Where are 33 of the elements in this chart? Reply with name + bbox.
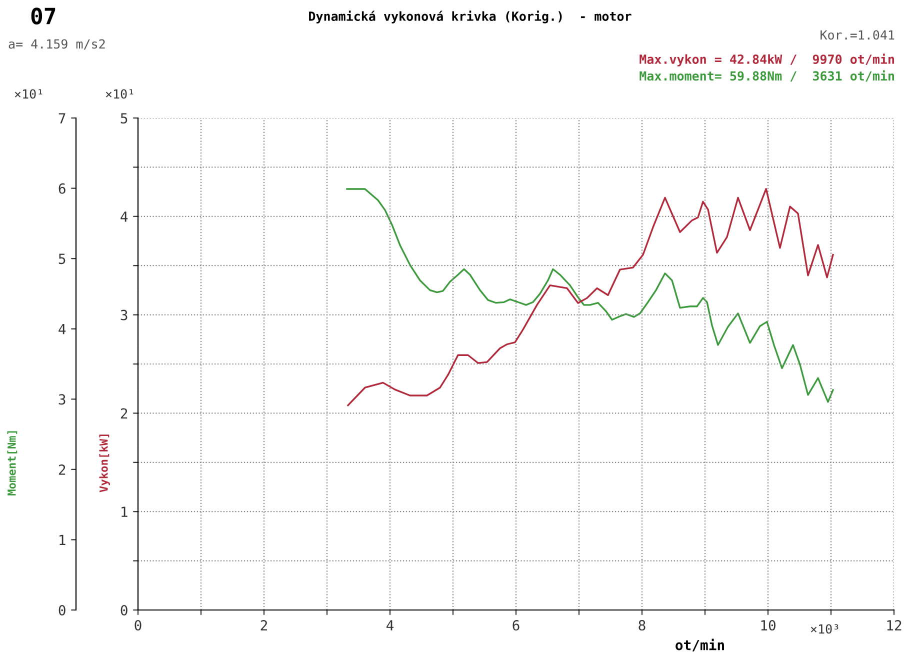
- text: ×10³: [810, 624, 838, 634]
- y2-tick-label: 4: [58, 324, 66, 334]
- y2-tick-label: 0: [58, 605, 66, 616]
- y2-tick-label: 1: [60, 534, 66, 546]
- y2-tick-label: 5: [58, 254, 66, 264]
- y-tick-label: 3: [120, 310, 128, 320]
- x-tick-label: 0: [134, 620, 142, 631]
- y-tick-label: 0: [120, 605, 128, 616]
- y2-tick-label: 2: [58, 464, 66, 475]
- text: 07: [31, 8, 56, 24]
- x-tick-label: 2: [260, 620, 267, 630]
- y-tick-label: 1: [122, 506, 128, 517]
- chart-title: Dynamická vykonová krivka (Korig.) - motor: [309, 10, 632, 24]
- y-tick-label: 5: [120, 113, 128, 124]
- y2-axis-title: Moment[Nm]: [7, 431, 18, 496]
- text: a= 4.159 m/s2: [8, 39, 105, 50]
- y-tick-label: 4: [120, 212, 128, 222]
- x-tick-label: 4: [386, 620, 394, 630]
- x-axis-title: ot/min: [676, 638, 724, 652]
- y2-tick-label: 3: [58, 394, 66, 405]
- x-tick-label: 10: [761, 620, 776, 631]
- text: Max.moment= 59.88Nm / 3631 ot/min: [640, 70, 894, 82]
- y-axis-title: Vykon[kW]: [99, 434, 110, 492]
- x-tick-label: 8: [638, 620, 646, 631]
- text: Kor.=1.041: [820, 30, 894, 40]
- y-tick-label: 2: [120, 408, 128, 419]
- text: Max.vykon = 42.84kW / 9970 ot/min: [640, 54, 894, 66]
- text: ×10¹: [14, 89, 42, 99]
- x-tick-label: 6: [512, 620, 520, 631]
- x-tick-label: 12: [887, 620, 902, 630]
- y2-tick-label: 7: [58, 113, 66, 124]
- y2-tick-label: 6: [58, 183, 66, 194]
- text: ×10¹: [106, 89, 134, 99]
